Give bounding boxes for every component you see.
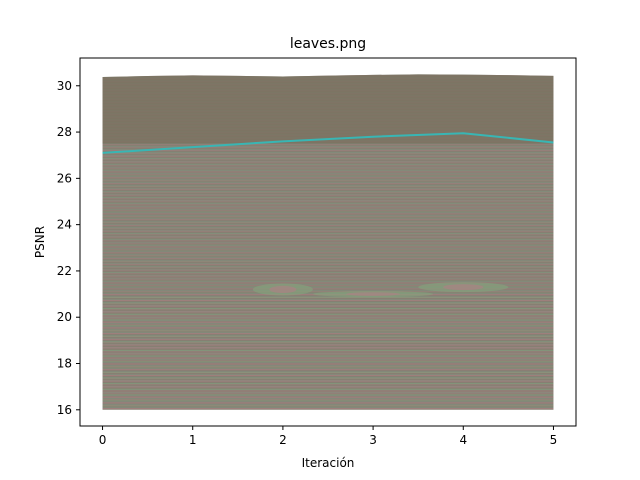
y-tick-label: 26 [57,171,72,185]
band-upper-fill [102,74,554,144]
y-axis-label: PSNR [33,226,47,258]
y-tick-label: 18 [57,357,72,371]
series-layer [102,132,554,154]
plot-frame [79,57,577,427]
psnr-range-band [102,74,554,410]
y-tick-label: 20 [57,310,72,324]
x-tick-label: 4 [459,433,467,447]
y-tick-label: 28 [57,125,72,139]
y-tick-label: 16 [57,403,72,417]
y-tick-label: 24 [57,218,72,232]
series-line [102,132,554,154]
x-tick-label: 0 [99,433,107,447]
y-axis: 16 18 20 22 24 26 28 30 [57,79,80,417]
x-tick-label: 3 [369,433,377,447]
y-tick-label: 30 [57,79,72,93]
chart-title: leaves.png [290,36,366,52]
x-axis-label: Iteración [302,456,355,470]
y-tick-label: 22 [57,264,72,278]
x-tick-label: 2 [279,433,287,447]
x-tick-label: 5 [550,433,558,447]
moire-lobe-core [443,284,484,291]
plot-area [102,74,554,410]
moire-overlay [102,149,554,410]
x-tick-label: 1 [189,433,197,447]
x-axis: 0 1 2 3 4 5 [99,426,558,447]
moire-lobe-core [346,292,401,296]
moire-lobe-core [269,285,297,294]
band-fill [102,74,554,410]
